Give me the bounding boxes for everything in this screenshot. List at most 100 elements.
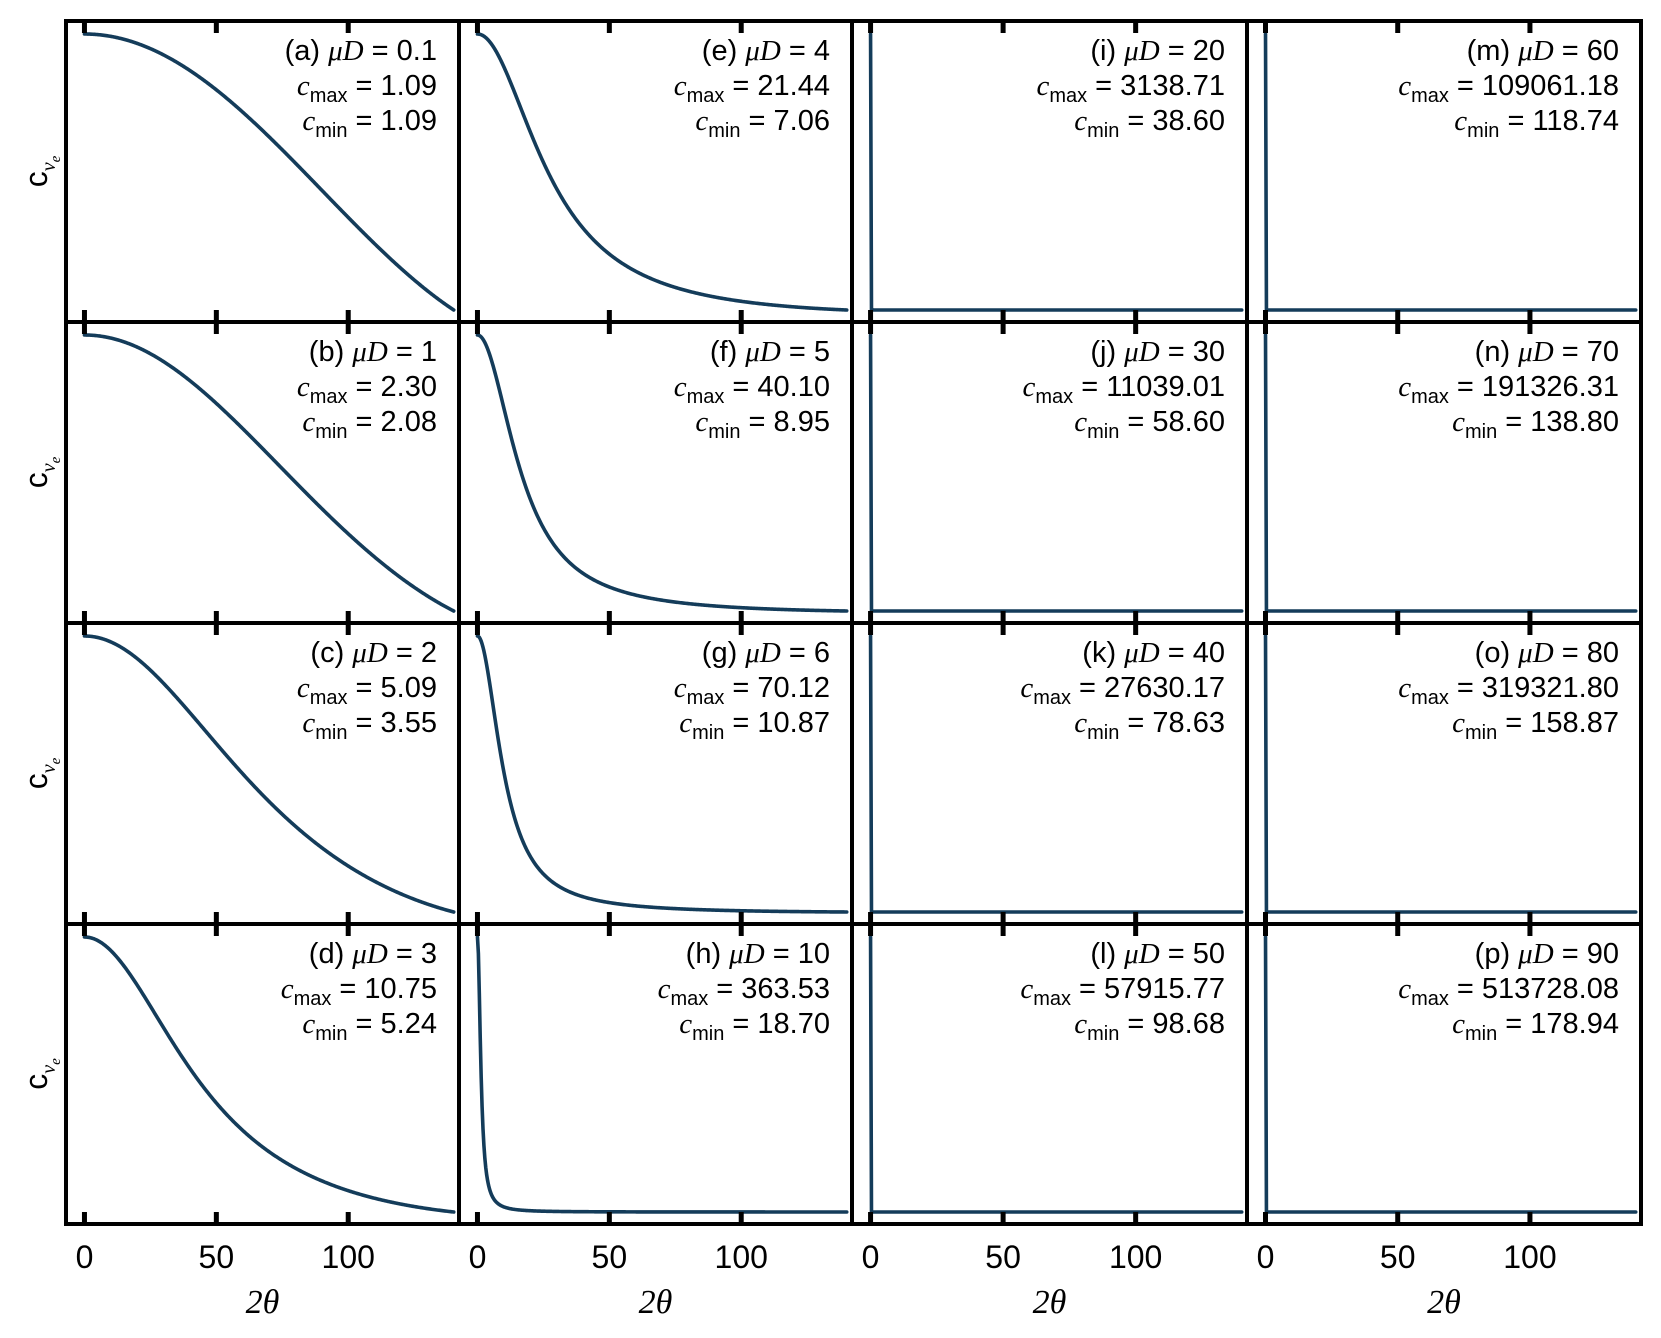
x-axis-label: 2θ — [639, 1284, 673, 1321]
x-tick-label: 0 — [76, 1239, 94, 1275]
series-line — [475, 935, 849, 1214]
series-line — [82, 32, 456, 312]
y-axis-label: cve — [18, 456, 64, 488]
series-line — [475, 634, 849, 914]
cmax-label: cmax = 40.10 — [674, 371, 830, 408]
series-line — [868, 333, 1244, 613]
panel-title: (d) μD = 3 — [309, 938, 437, 970]
panel-title: (l) μD = 50 — [1090, 938, 1225, 970]
cmax-label: cmax = 57915.77 — [1020, 973, 1225, 1010]
panel-title: (e) μD = 4 — [702, 35, 830, 67]
cmin-label: cmin = 18.70 — [679, 1008, 830, 1045]
panel-title: (c) μD = 2 — [310, 637, 437, 669]
cmin-label: cmin = 1.09 — [302, 105, 437, 142]
y-axis-label: cve — [18, 155, 64, 187]
x-tick-label: 0 — [469, 1239, 487, 1275]
panel-title: (a) μD = 0.1 — [285, 35, 437, 67]
series-line — [868, 32, 1244, 312]
cmax-label: cmax = 513728.08 — [1398, 973, 1619, 1010]
cmin-label: cmin = 158.87 — [1452, 707, 1619, 744]
cmax-label: cmax = 1.09 — [297, 70, 437, 107]
cmax-label: cmax = 11039.01 — [1022, 371, 1225, 408]
cmin-label: cmin = 10.87 — [679, 707, 830, 744]
cmin-label: cmin = 38.60 — [1074, 105, 1225, 142]
cmax-label: cmax = 5.09 — [297, 672, 437, 709]
panel-title: (n) μD = 70 — [1475, 336, 1619, 368]
cmin-label: cmin = 58.60 — [1074, 406, 1225, 443]
cmin-label: cmin = 7.06 — [695, 105, 830, 142]
cmax-label: cmax = 363.53 — [658, 973, 830, 1010]
series-line — [82, 935, 456, 1214]
panel-title: (b) μD = 1 — [309, 336, 437, 368]
x-tick-label: 0 — [862, 1239, 880, 1275]
panel-title: (j) μD = 30 — [1090, 336, 1225, 368]
figure-frame — [64, 19, 1643, 1226]
cmin-label: cmin = 78.63 — [1074, 707, 1225, 744]
cmin-label: cmin = 138.80 — [1452, 406, 1619, 443]
panel-title: (i) μD = 20 — [1090, 35, 1225, 67]
cmax-label: cmax = 21.44 — [674, 70, 830, 107]
cmax-label: cmax = 319321.80 — [1398, 672, 1619, 709]
x-tick-label: 50 — [199, 1239, 235, 1275]
x-tick-label: 100 — [1109, 1239, 1162, 1275]
cmax-label: cmax = 3138.71 — [1036, 70, 1225, 107]
x-tick-label: 100 — [1503, 1239, 1556, 1275]
cmin-label: cmin = 8.95 — [695, 406, 830, 443]
panel-title: (p) μD = 90 — [1475, 938, 1619, 970]
panel-title: (h) μD = 10 — [686, 938, 830, 970]
panel-title: (m) μD = 60 — [1467, 35, 1619, 67]
cmin-label: cmin = 118.74 — [1454, 105, 1619, 142]
cmin-label: cmin = 3.55 — [302, 707, 437, 744]
series-line — [1263, 32, 1638, 312]
x-tick-label: 100 — [322, 1239, 375, 1275]
series-line — [1263, 333, 1638, 613]
series-line — [475, 32, 849, 312]
x-axis-label: 2θ — [246, 1284, 280, 1321]
cmax-label: cmax = 70.12 — [674, 672, 830, 709]
series-line — [82, 333, 456, 613]
cmin-label: cmin = 2.08 — [302, 406, 437, 443]
x-tick-label: 50 — [1380, 1239, 1416, 1275]
cmax-label: cmax = 2.30 — [297, 371, 437, 408]
x-tick-label: 0 — [1257, 1239, 1275, 1275]
x-tick-label: 50 — [985, 1239, 1021, 1275]
series-line — [868, 634, 1244, 914]
cmax-label: cmax = 191326.31 — [1398, 371, 1619, 408]
panel-title: (k) μD = 40 — [1082, 637, 1225, 669]
cmax-label: cmax = 27630.17 — [1020, 672, 1225, 709]
cmin-label: cmin = 5.24 — [302, 1008, 437, 1045]
panel-title: (o) μD = 80 — [1475, 637, 1619, 669]
series-line — [868, 935, 1244, 1214]
cmin-label: cmin = 98.68 — [1074, 1008, 1225, 1045]
cmax-label: cmax = 109061.18 — [1398, 70, 1619, 107]
x-axis-label: 2θ — [1033, 1284, 1067, 1321]
series-line — [1263, 935, 1638, 1214]
y-axis-label: cve — [18, 757, 64, 789]
x-axis-label: 2θ — [1427, 1284, 1461, 1321]
series-line — [1263, 634, 1638, 914]
cmin-label: cmin = 178.94 — [1452, 1008, 1619, 1045]
x-tick-label: 50 — [592, 1239, 628, 1275]
series-line — [82, 634, 456, 914]
y-axis-label: cve — [18, 1058, 64, 1090]
panel-title: (f) μD = 5 — [710, 336, 830, 368]
series-line — [475, 333, 849, 613]
panel-title: (g) μD = 6 — [702, 637, 830, 669]
x-tick-label: 100 — [715, 1239, 768, 1275]
